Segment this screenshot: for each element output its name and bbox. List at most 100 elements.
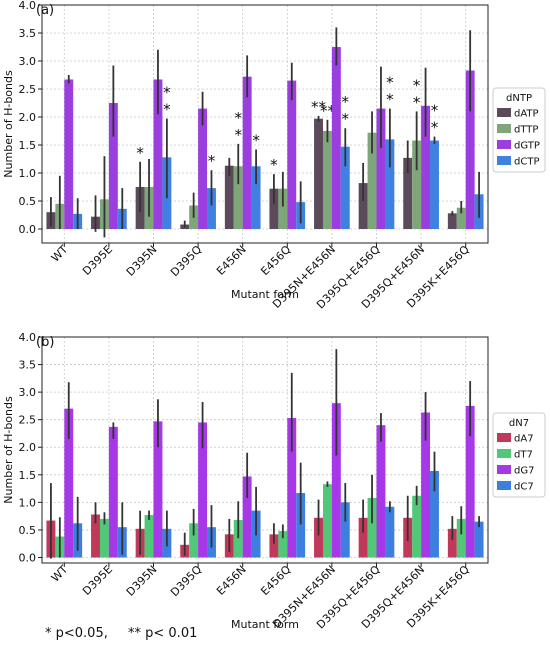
- bar-dTTP-D395Q+E456Q: [367, 132, 377, 229]
- bar-dGTP-D395Q+E456N: [421, 105, 431, 229]
- x-tick-label: E456Q: [258, 243, 293, 278]
- panel-label: (a): [36, 3, 54, 18]
- y-tick-label: 4.0: [19, 331, 37, 344]
- significance-star: **: [320, 102, 336, 120]
- y-tick-label: 1.0: [19, 167, 37, 180]
- legend-swatch-dG7: [497, 465, 511, 474]
- significance-star: *: [413, 93, 421, 111]
- bar-dA7-D395K+E456Q: [447, 528, 457, 558]
- y-tick-label: 3.0: [19, 55, 37, 68]
- significance-star: *: [431, 102, 439, 120]
- bar-dC7-D395N+E456N: [340, 502, 350, 558]
- legend: dNTP dATP dTTP dGTP dCTP: [492, 87, 546, 173]
- bar-dCTP-D395N+E456N: [340, 146, 350, 229]
- bar-dATP-D395Q+E456N: [403, 157, 413, 229]
- legend-swatch-dGTP: [497, 140, 511, 149]
- legend-label-dATP: dATP: [514, 109, 539, 120]
- y-axis-label: Number of H-bonds: [2, 396, 15, 504]
- y-tick-label: 0.5: [19, 524, 37, 537]
- y-tick-label: 0.0: [19, 223, 37, 236]
- bar-dG7-D395Q: [198, 422, 208, 558]
- bar-dG7-D395E: [108, 426, 118, 558]
- legend-label-dA7: dA7: [514, 434, 534, 445]
- y-tick-label: 0.0: [19, 551, 37, 564]
- significance-star: *: [234, 109, 242, 127]
- bar-dTTP-E456N: [233, 166, 243, 229]
- bar-dA7-D395N+E456N: [314, 517, 323, 558]
- x-tick-label: WT: [49, 243, 71, 265]
- bar-dGTP-E456N: [242, 76, 252, 230]
- legend-swatch-dT7: [497, 449, 511, 458]
- significance-star: *: [386, 91, 394, 109]
- bar-dG7-D395K+E456Q: [465, 405, 475, 558]
- bar-dTTP-E456Q: [278, 188, 288, 229]
- significance-star: *: [234, 126, 242, 144]
- bar-dT7-E456N: [233, 520, 243, 558]
- bar-dA7-E456Q: [269, 534, 279, 558]
- bar-dATP-D395N+E456N: [314, 118, 323, 229]
- bar-dG7-E456Q: [287, 418, 297, 558]
- y-tick-label: 3.5: [19, 27, 37, 40]
- plot-frame: [41, 4, 489, 244]
- significance-star: *: [208, 152, 216, 170]
- significance-star: *: [163, 101, 171, 119]
- bar-dATP-D395K+E456Q: [447, 213, 457, 229]
- legend-label-dT7: dT7: [514, 450, 533, 461]
- x-tick-label: E456N: [214, 243, 249, 278]
- significance-star: *: [136, 144, 144, 162]
- bar-dATP-E456Q: [269, 188, 279, 229]
- x-tick-label: D395E: [80, 563, 115, 598]
- x-tick-label: D395E: [80, 243, 115, 278]
- legend-swatch-dATP: [497, 108, 511, 117]
- bar-dGTP-WT: [64, 79, 74, 229]
- significance-star: *: [252, 131, 260, 149]
- bar-dGTP-D395Q: [198, 108, 208, 229]
- legend-label-dGTP: dGTP: [514, 141, 540, 152]
- bar-dG7-D395Q+E456N: [421, 412, 431, 558]
- y-tick-label: 3.0: [19, 386, 37, 399]
- significance-star: **: [311, 98, 327, 116]
- y-tick-label: 2.5: [19, 414, 37, 427]
- legend-title: dNTP: [506, 93, 532, 104]
- x-tick-label: E456N: [214, 563, 249, 598]
- bar-dG7-D395N: [153, 421, 163, 558]
- bar-dTTP-D395N+E456N: [322, 131, 332, 229]
- bar-dGTP-D395K+E456Q: [465, 70, 475, 230]
- footnote-p05: * p<0.05,: [45, 626, 108, 641]
- bar-dG7-WT: [64, 408, 74, 558]
- significance-star: *: [342, 110, 350, 128]
- bar-dTTP-D395K+E456Q: [456, 207, 466, 229]
- bar-dT7-D395K+E456Q: [456, 518, 466, 558]
- bar-dA7-D395Q+E456Q: [358, 517, 368, 558]
- bar-dATP-E456N: [224, 165, 234, 229]
- bar-dG7-D395N+E456N: [331, 403, 341, 558]
- significance-star: *: [270, 156, 278, 174]
- bar-dGTP-D395N: [153, 79, 163, 229]
- y-tick-label: 2.0: [19, 441, 37, 454]
- legend-label-dCTP: dCTP: [514, 157, 539, 168]
- bar-dG7-E456N: [242, 476, 252, 558]
- bar-dGTP-D395Q+E456Q: [376, 108, 386, 229]
- legend-title: dN7: [509, 418, 529, 429]
- bar-dCTP-E456N: [251, 166, 261, 229]
- bar-dT7-E456Q: [278, 531, 288, 558]
- x-tick-label: D395N: [124, 243, 160, 279]
- bar-dCTP-D395Q: [207, 188, 216, 229]
- y-tick-label: 1.0: [19, 496, 37, 509]
- chart-panel-a: ********************0.00.51.01.52.02.53.…: [2, 0, 546, 311]
- x-tick-label: D395N: [124, 563, 160, 599]
- plot-frame: [41, 336, 489, 564]
- y-tick-label: 2.5: [19, 83, 37, 96]
- legend: dN7 dA7 dT7 dG7 dC7: [492, 412, 546, 498]
- bar-dT7-D395N: [144, 515, 154, 558]
- legend-label-dC7: dC7: [514, 482, 534, 493]
- y-tick-label: 0.5: [19, 195, 37, 208]
- y-tick-label: 4.0: [19, 0, 37, 12]
- y-tick-label: 2.0: [19, 111, 37, 124]
- legend-label-dTTP: dTTP: [514, 125, 538, 136]
- significance-star: *: [431, 119, 439, 137]
- x-tick-label: E456Q: [258, 563, 293, 598]
- bar-dT7-D395E: [99, 518, 109, 558]
- legend-swatch-dC7: [497, 481, 511, 490]
